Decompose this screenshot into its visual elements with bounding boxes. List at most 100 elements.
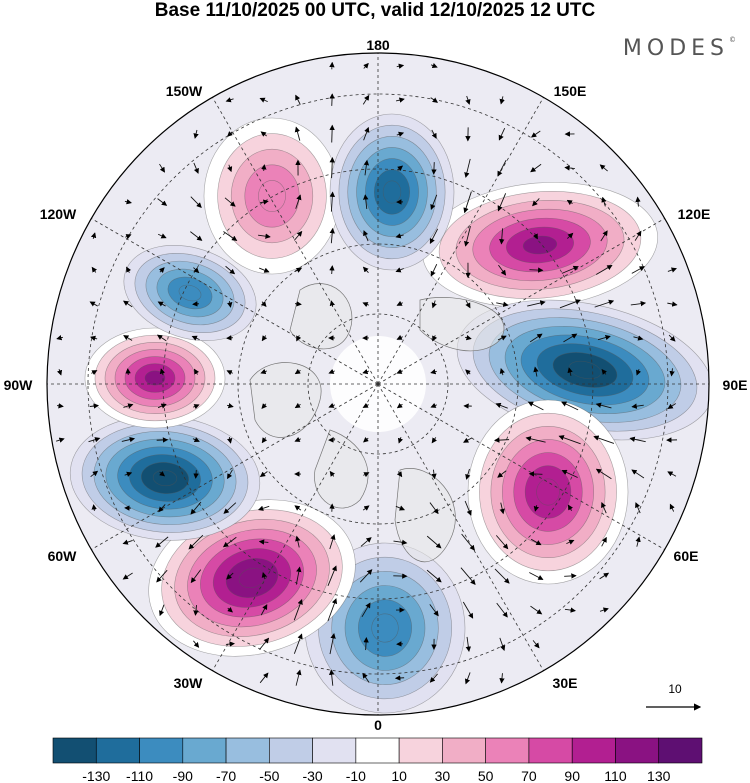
wind-arrow xyxy=(125,368,131,376)
wind-arrow xyxy=(495,535,509,550)
wind-vectors xyxy=(56,61,678,686)
wind-arrow xyxy=(595,402,612,409)
wind-arrow xyxy=(463,437,473,443)
wind-arrow xyxy=(193,404,200,410)
wind-arrow xyxy=(635,536,641,547)
wind-reference-key: 10 xyxy=(646,682,702,711)
wind-arrow xyxy=(396,300,403,306)
wind-arrow xyxy=(227,469,233,480)
wind-arrow xyxy=(294,436,301,442)
wind-arrow xyxy=(294,368,301,375)
wind-arrow xyxy=(431,162,437,175)
wind-arrow xyxy=(363,194,369,209)
colorbar-swatch xyxy=(485,737,530,764)
wind-arrow xyxy=(533,366,539,377)
land-outline xyxy=(419,297,505,352)
wind-arrow xyxy=(530,605,543,615)
meridian-line xyxy=(212,97,379,385)
wind-arrow xyxy=(223,502,237,514)
wind-arrow xyxy=(495,402,508,409)
wind-arrow xyxy=(295,535,301,548)
wind-arrow xyxy=(56,335,64,341)
wind-arrow xyxy=(261,335,268,342)
wind-arrow xyxy=(630,300,647,307)
wind-arrow xyxy=(360,537,372,547)
wind-arrow xyxy=(363,637,369,651)
wind-arrow xyxy=(595,265,613,275)
wind-arrow xyxy=(497,335,507,341)
wind-arrow xyxy=(329,265,335,275)
land-outline xyxy=(249,362,322,438)
colorbar-swatch xyxy=(52,737,97,764)
colorbar-swatch xyxy=(312,737,357,764)
wind-arrow xyxy=(188,534,204,550)
wind-arrow xyxy=(157,301,166,307)
wind-arrow xyxy=(157,403,167,409)
wind-arrow xyxy=(89,301,98,307)
wind-arrow xyxy=(363,126,370,141)
colorbar-swatch xyxy=(95,737,140,764)
wind-arrow xyxy=(532,233,538,240)
wind-arrow xyxy=(396,471,403,478)
wind-arrow xyxy=(190,231,203,241)
wind-arrow xyxy=(259,672,269,684)
wind-arrow xyxy=(123,335,133,341)
anomaly-bering-trough xyxy=(329,113,455,271)
anomaly-layer xyxy=(69,113,709,714)
anomaly-contour xyxy=(536,478,560,506)
wind-arrow xyxy=(431,437,437,444)
colorbar-swatch xyxy=(442,737,486,764)
wind-arrow xyxy=(293,230,303,241)
wind-arrow xyxy=(90,470,99,478)
wind-arrow xyxy=(121,436,136,443)
wind-arrow xyxy=(192,437,200,443)
wind-arrow xyxy=(396,402,403,409)
wind-arrow xyxy=(362,302,369,308)
latitude-circle xyxy=(237,243,519,525)
wind-arrow xyxy=(363,472,370,478)
wind-arrow xyxy=(635,502,641,514)
longitude-labels: 180 150E 120E 90E 60E 30E 0 30W 60W 90W … xyxy=(4,37,748,733)
label-lon-180: 180 xyxy=(366,37,390,53)
label-lon-30e: 30E xyxy=(553,675,578,691)
wind-arrow xyxy=(227,131,233,137)
wind-arrow xyxy=(464,672,471,685)
wind-arrow xyxy=(594,299,615,308)
meridian-line xyxy=(91,383,379,550)
wind-arrow xyxy=(667,403,676,409)
wind-arrow xyxy=(123,403,134,409)
wind-arrow xyxy=(631,469,645,479)
brand-name: MODES xyxy=(622,36,729,61)
wind-arrow xyxy=(259,267,270,273)
wind-arrow xyxy=(190,196,202,208)
wind-arrow xyxy=(460,567,476,585)
wind-arrow xyxy=(561,265,579,274)
wind-arrow xyxy=(294,267,303,273)
colorbar-swatch xyxy=(139,737,184,764)
wind-arrow xyxy=(430,97,439,103)
colorbar: -130 -110 -90 -70 -50 -30 -10 10 30 50 70 90 110 130 xyxy=(52,737,703,783)
wind-arrow xyxy=(464,335,472,341)
colorbar-tick-label: -130 xyxy=(82,768,110,783)
wind-arrow xyxy=(461,533,475,551)
wind-arrow xyxy=(464,500,472,516)
colorbar-swatch xyxy=(269,737,313,764)
meridian-line xyxy=(377,383,665,550)
anomaly-west-russia-ridge xyxy=(467,399,629,585)
wind-arrow xyxy=(631,266,645,274)
wind-arrow xyxy=(295,669,302,686)
anomaly-canada-ridge xyxy=(84,327,226,429)
wind-arrow xyxy=(564,165,575,171)
anomaly-contour xyxy=(371,613,399,643)
wind-arrow xyxy=(190,569,202,584)
wind-arrow xyxy=(193,267,200,274)
wind-arrow xyxy=(260,199,269,205)
wind-arrow xyxy=(497,193,507,212)
wind-arrow xyxy=(159,470,166,477)
anomaly-contour xyxy=(152,469,178,487)
wind-arrow xyxy=(494,437,510,443)
colorbar-tick-label: 110 xyxy=(604,768,627,783)
wind-arrow xyxy=(465,636,472,652)
wind-arrow xyxy=(329,633,336,655)
